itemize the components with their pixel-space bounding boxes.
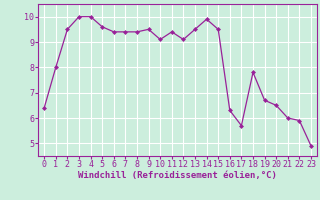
X-axis label: Windchill (Refroidissement éolien,°C): Windchill (Refroidissement éolien,°C) xyxy=(78,171,277,180)
